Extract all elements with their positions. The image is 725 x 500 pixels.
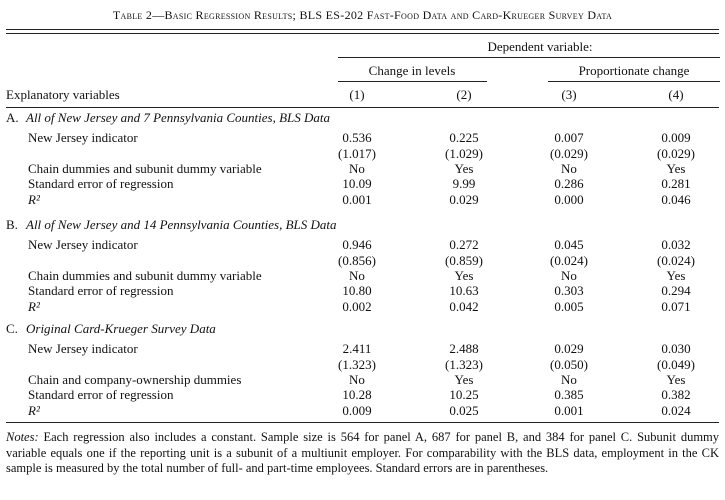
cell: 0.029 — [554, 341, 584, 356]
notes: Notes: Each regression also includes a c… — [6, 430, 719, 477]
cell: 0.385 — [554, 387, 584, 403]
cell: No — [561, 268, 577, 283]
cell: 0.045 — [554, 237, 584, 252]
cell-se: (0.856) — [338, 253, 376, 268]
cell: 0.294 — [661, 283, 691, 299]
group-header: Change in levels — [368, 63, 456, 78]
cell: No — [349, 372, 365, 387]
cell-se: (0.029) — [657, 146, 695, 161]
cell: 10.80 — [342, 283, 372, 299]
cell: 2.411 — [342, 341, 372, 356]
cell: 0.002 — [342, 298, 372, 314]
rule — [6, 422, 719, 423]
cell: 0.225 — [449, 130, 479, 145]
cell: No — [561, 372, 577, 387]
panel-title: Original Card-Krueger Survey Data — [26, 321, 216, 336]
cell: Yes — [454, 268, 474, 283]
cell-se: (0.859) — [445, 253, 483, 268]
cell-se: (1.323) — [445, 357, 483, 372]
row-label: R² — [28, 298, 40, 314]
cell: 10.09 — [342, 176, 372, 192]
row-label: Chain and company-ownership dummies — [28, 372, 242, 387]
cell: No — [349, 268, 365, 283]
column-header: (3) — [561, 87, 577, 102]
column-header: (1) — [349, 87, 365, 102]
rule — [6, 33, 719, 34]
cell: 0.286 — [554, 176, 584, 192]
cell: No — [561, 161, 577, 176]
cell: 0.009 — [342, 402, 372, 418]
panel-label: C. — [6, 321, 18, 336]
cell: 9.99 — [452, 176, 476, 192]
row-label: New Jersey indicator — [28, 130, 138, 145]
row-label: New Jersey indicator — [28, 237, 138, 252]
panel-label: A. — [6, 110, 19, 125]
cell: 0.042 — [449, 298, 479, 314]
row-label: Standard error of regression — [28, 387, 174, 403]
cell: 10.28 — [342, 387, 372, 403]
row-label: Chain dummies and subunit dummy variable — [28, 161, 262, 176]
row-label: R² — [28, 402, 40, 418]
rule — [338, 81, 487, 82]
column-header: (2) — [456, 87, 472, 102]
cell-se: (0.029) — [550, 146, 588, 161]
cell: 0.025 — [449, 402, 479, 418]
cell: 0.030 — [661, 341, 691, 356]
cell: 0.001 — [554, 402, 584, 418]
cell: 0.005 — [554, 298, 584, 314]
cell-se: (0.024) — [657, 253, 695, 268]
cell: 0.946 — [342, 237, 372, 252]
cell: 0.032 — [661, 237, 691, 252]
column-header: (4) — [668, 87, 684, 102]
cell-se: (1.029) — [445, 146, 483, 161]
cell: 0.029 — [449, 191, 479, 207]
cell-se: (1.323) — [338, 357, 376, 372]
cell: 0.000 — [554, 191, 584, 207]
cell: 0.382 — [661, 387, 691, 403]
cell: Yes — [454, 161, 474, 176]
cell: Yes — [666, 268, 686, 283]
row-label: New Jersey indicator — [28, 341, 138, 356]
rule — [6, 107, 719, 108]
row-label: Standard error of regression — [28, 176, 174, 192]
cell: No — [349, 161, 365, 176]
dependent-header: Dependent variable: — [487, 39, 593, 54]
row-label: R² — [28, 191, 40, 207]
notes-label: Notes: — [6, 430, 39, 444]
cell: 10.25 — [449, 387, 479, 403]
cell-se: (0.050) — [550, 357, 588, 372]
row-label: Standard error of regression — [28, 283, 174, 299]
cell: 0.303 — [554, 283, 584, 299]
cell: 2.488 — [449, 341, 479, 356]
cell-se: (0.024) — [550, 253, 588, 268]
cell: 10.63 — [449, 283, 479, 299]
stub-header: Explanatory variables — [6, 87, 120, 102]
cell: 0.046 — [661, 191, 691, 207]
cell: 0.007 — [554, 130, 584, 145]
rule — [6, 29, 719, 30]
cell: 0.001 — [342, 191, 372, 207]
group-header: Proportionate change — [578, 63, 690, 78]
panel-label: B. — [6, 217, 18, 232]
cell-se: (0.049) — [657, 357, 695, 372]
table-title: Table 2—Basic Regression Results; BLS ES… — [112, 8, 613, 22]
cell: 0.536 — [342, 130, 372, 145]
cell-se: (1.017) — [338, 146, 376, 161]
panel-title: All of New Jersey and 7 Pennsylvania Cou… — [26, 110, 331, 125]
rule — [548, 81, 720, 82]
rule — [338, 57, 720, 58]
cell: Yes — [666, 161, 686, 176]
panel-title: All of New Jersey and 14 Pennsylvania Co… — [26, 217, 337, 232]
notes-text: Each regression also includes a constant… — [6, 430, 720, 475]
row-label: Chain dummies and subunit dummy variable — [28, 268, 262, 283]
cell: 0.071 — [661, 298, 691, 314]
cell: Yes — [454, 372, 474, 387]
cell: Yes — [666, 372, 686, 387]
cell: 0.024 — [661, 402, 691, 418]
cell: 0.281 — [661, 176, 691, 192]
cell: 0.272 — [449, 237, 479, 252]
cell: 0.009 — [661, 130, 691, 145]
